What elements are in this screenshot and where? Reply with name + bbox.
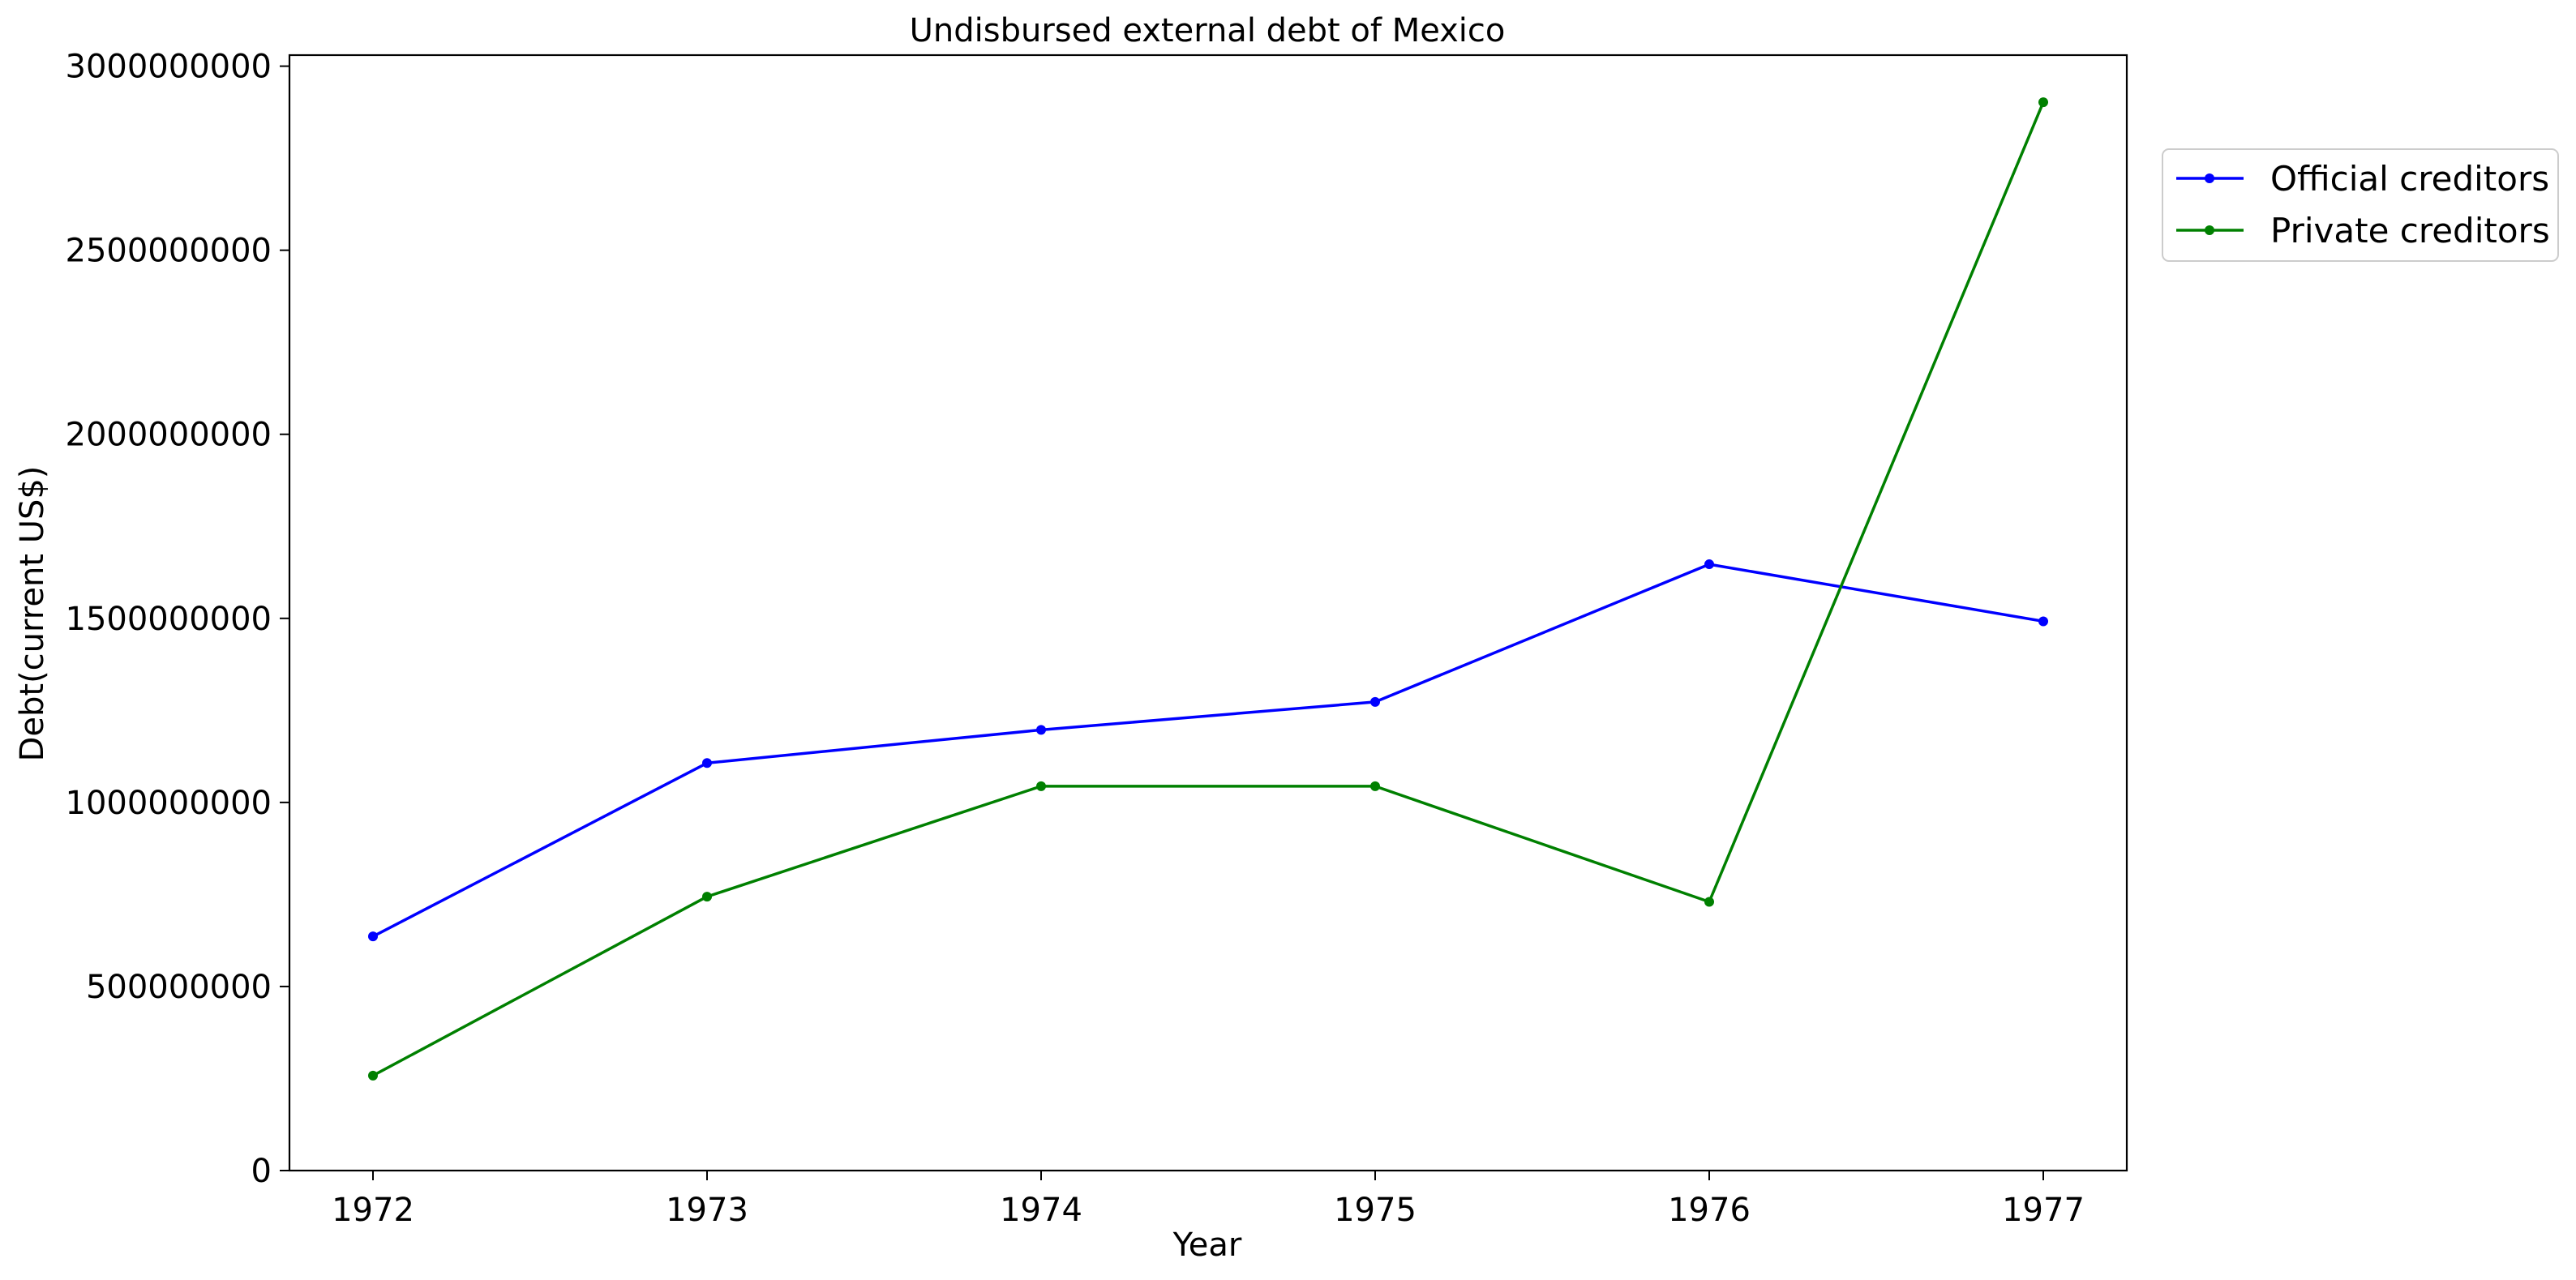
x-tick-label: 1973 (666, 1192, 748, 1229)
x-tick-label: 1976 (1668, 1192, 1751, 1229)
y-tick-label: 1000000000 (66, 785, 272, 822)
chart-title: Undisbursed external debt of Mexico (910, 12, 1506, 49)
data-point-official-creditors (1370, 696, 1380, 707)
legend-swatch-marker (2205, 225, 2214, 235)
y-tick-label: 3000000000 (66, 49, 272, 86)
series-line-private-creditors (372, 101, 2045, 1077)
data-point-official-creditors (1704, 559, 1714, 570)
plot-area: 0 500000000 1000000000 1500000000 2000000000… (66, 49, 2128, 1229)
legend-box (2162, 148, 2559, 262)
legend: Official creditors Private creditors (2162, 148, 2559, 262)
y-tick-label: 2000000000 (66, 417, 272, 454)
data-point-private-creditors (1704, 897, 1714, 907)
data-point-private-creditors (2038, 97, 2048, 108)
data-point-official-creditors (702, 758, 712, 768)
data-point-private-creditors (1036, 781, 1046, 791)
legend-swatch-marker (2205, 173, 2214, 183)
data-point-private-creditors (368, 1070, 378, 1081)
plot-frame (288, 54, 2128, 1172)
y-axis-label: Debt(current US$) (14, 466, 51, 762)
data-point-official-creditors (368, 931, 378, 942)
x-tick-label: 1974 (1000, 1192, 1082, 1229)
x-tick-label: 1977 (2002, 1192, 2085, 1229)
y-tick-label: 1500000000 (66, 601, 272, 638)
x-tick-label: 1972 (332, 1192, 414, 1229)
data-point-official-creditors (1036, 725, 1046, 735)
data-point-private-creditors (702, 892, 712, 902)
legend-label: Private creditors (2270, 211, 2550, 250)
data-point-private-creditors (1370, 781, 1380, 791)
data-point-official-creditors (2038, 616, 2048, 627)
legend-label: Official creditors (2270, 159, 2549, 199)
series-line-official-creditors (372, 563, 2044, 938)
x-tick-label: 1975 (1334, 1192, 1417, 1229)
x-axis-label: Year (1172, 1226, 1242, 1264)
y-tick-label: 0 (251, 1153, 272, 1190)
y-tick-label: 500000000 (86, 969, 272, 1006)
y-tick-label: 2500000000 (66, 233, 272, 270)
